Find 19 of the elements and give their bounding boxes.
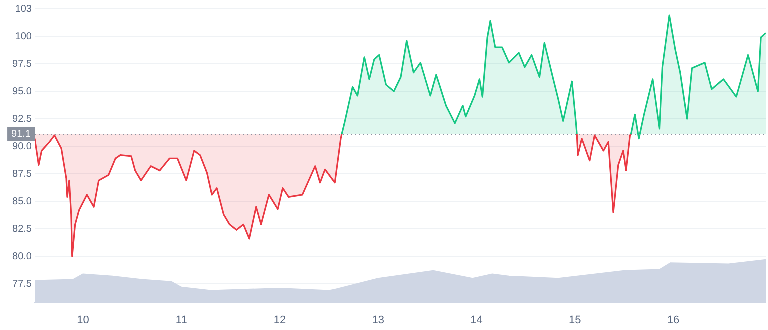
y-tick-label: 85.0 bbox=[12, 196, 32, 208]
y-tick-label: 90.0 bbox=[12, 141, 32, 152]
y-tick-label: 77.5 bbox=[12, 278, 32, 290]
y-tick-label: 103 bbox=[15, 4, 32, 15]
y-tick-label: 95.0 bbox=[12, 86, 32, 98]
x-tick-label: 13 bbox=[372, 314, 384, 326]
y-tick-label: 92.5 bbox=[12, 114, 32, 125]
y-tick-label: 87.5 bbox=[12, 168, 32, 180]
x-tick-label: 14 bbox=[470, 314, 483, 326]
y-tick-label: 82.5 bbox=[12, 224, 32, 235]
x-tick-label: 10 bbox=[77, 314, 90, 326]
x-tick-label: 11 bbox=[176, 314, 188, 326]
y-tick-label: 80.0 bbox=[12, 251, 32, 262]
ref-line-label: 91.1 bbox=[12, 129, 32, 140]
y-tick-label: 100 bbox=[15, 31, 32, 42]
y-tick-label: 97.5 bbox=[12, 58, 32, 70]
x-tick-label: 12 bbox=[274, 314, 286, 326]
x-tick-label: 16 bbox=[667, 314, 680, 326]
x-tick-label: 15 bbox=[569, 314, 582, 326]
